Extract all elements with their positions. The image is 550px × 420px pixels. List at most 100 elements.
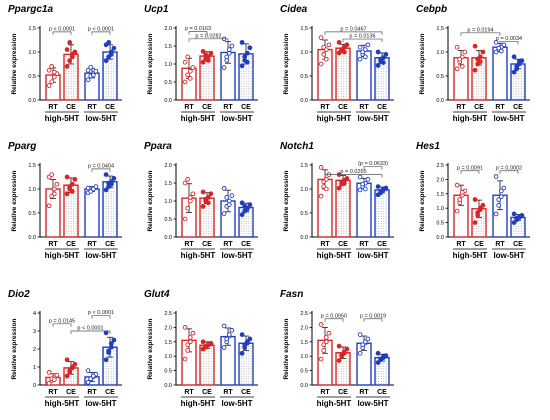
y-tick-label: 0.5 (300, 369, 308, 375)
data-point (360, 342, 366, 348)
x-category-label: CE (105, 104, 115, 111)
chart-title: Glut4 (144, 289, 170, 300)
data-point (477, 59, 483, 64)
y-tick-label: 1.0 (300, 187, 308, 193)
x-category-label: CE (513, 241, 523, 248)
data-point (205, 58, 211, 63)
y-tick-label: 0.0 (164, 383, 172, 389)
p-value-label: p < 0.0001 (88, 26, 114, 32)
data-point (336, 50, 342, 56)
data-point (336, 358, 342, 363)
group-label: low-5HT (85, 114, 116, 123)
data-point (221, 186, 227, 191)
data-point (318, 356, 324, 362)
data-point (341, 180, 347, 186)
x-category-label: CE (202, 241, 212, 248)
p-value-label: (p = 0.0633) (358, 161, 388, 167)
data-point (64, 373, 70, 379)
x-category-label: CE (474, 241, 484, 248)
data-point (64, 174, 70, 180)
data-point (457, 197, 463, 202)
y-tick-label: 2.5 (436, 163, 444, 169)
x-category-label: CE (66, 389, 76, 396)
data-point (323, 186, 329, 192)
y-tick-label: 1.0 (164, 62, 172, 68)
y-axis-label: Relative expression (283, 170, 290, 231)
data-point (224, 195, 230, 200)
data-point (182, 180, 188, 186)
data-point (67, 184, 73, 190)
y-axis-label: Relative expression (11, 318, 18, 379)
p-value-label: p = 0.0163 (185, 26, 211, 32)
y-tick-label: 0 (33, 383, 36, 389)
y-tick-label: 0.5 (300, 211, 308, 217)
data-point (362, 339, 368, 345)
data-point (383, 52, 389, 57)
p-value-label: p = 0.0467 (340, 26, 366, 32)
x-category-label: CE (66, 241, 76, 248)
significance-bracket (188, 31, 208, 35)
data-point (106, 348, 112, 354)
data-point (247, 336, 253, 342)
data-point (454, 208, 460, 214)
p-value-label: p = 0.0034 (496, 36, 522, 42)
data-point (493, 211, 499, 217)
y-axis-label: Relative expression (147, 170, 154, 231)
y-tick-label: 1.0 (164, 199, 172, 205)
x-category-label: RT (495, 241, 505, 248)
y-tick-label: 0.0 (300, 383, 308, 389)
data-point (496, 45, 502, 51)
group-label: low-5HT (85, 251, 116, 260)
group-label: high-5HT (45, 114, 80, 123)
data-point (103, 58, 109, 64)
data-point (365, 177, 371, 182)
data-point (226, 202, 232, 207)
data-point (185, 72, 191, 78)
x-category-label: RT (359, 389, 369, 396)
data-point (454, 44, 460, 50)
data-point (496, 197, 502, 202)
y-tick-label: 0.5 (164, 217, 172, 223)
group-label: high-5HT (45, 251, 80, 260)
data-point (323, 339, 329, 345)
chart-panel-cidea: Cidea Relative expression 0.0 0.5 1.0 1.5 RT CE… (280, 4, 394, 123)
data-point (51, 186, 57, 192)
data-point (90, 186, 96, 192)
p-value-label: p = 0.0002 (496, 165, 522, 171)
chart-panel-ppara: Ppara Relative expression 0.0 0.5 1.0 1.5 2.0 R… (144, 141, 258, 260)
data-point (472, 43, 478, 49)
data-point (200, 339, 206, 345)
chart-panel-dio2: Dio2 Relative expression 0 1 2 3 4 RT CE RT CE high… (8, 289, 122, 408)
x-category-label: RT (87, 389, 97, 396)
y-tick-label: 1.0 (300, 354, 308, 360)
significance-bracket (91, 168, 111, 172)
data-point (49, 172, 55, 177)
data-point (475, 210, 481, 215)
y-tick-label: 1.5 (436, 26, 444, 32)
x-category-label: CE (338, 104, 348, 111)
group-label: high-5HT (181, 251, 216, 260)
y-tick-label: 4 (33, 311, 36, 317)
chart-title: Notch1 (280, 141, 314, 152)
y-axis-label: Relative expression (283, 33, 290, 94)
chart-title: Cebpb (416, 4, 447, 15)
data-point (239, 63, 245, 69)
y-tick-label: 1.0 (164, 354, 172, 360)
significance-bracket (363, 318, 383, 322)
data-point (182, 59, 188, 65)
data-point (501, 185, 507, 191)
data-point (318, 193, 324, 199)
significance-bracket (499, 41, 519, 45)
data-point (380, 60, 386, 65)
data-point (187, 76, 193, 81)
chart-panel-cebpb: Cebpb Relative expression 0.0 0.5 1.0 1.5 RT CE… (416, 4, 530, 123)
data-point (247, 45, 253, 51)
data-point (224, 336, 230, 342)
data-point (226, 332, 232, 337)
data-point (203, 196, 209, 202)
significance-bracket (499, 170, 519, 174)
chart-title: Hes1 (416, 141, 440, 152)
chart-title: Ppara (144, 141, 172, 152)
data-point (493, 174, 499, 179)
y-tick-label: 0.0 (28, 235, 36, 241)
